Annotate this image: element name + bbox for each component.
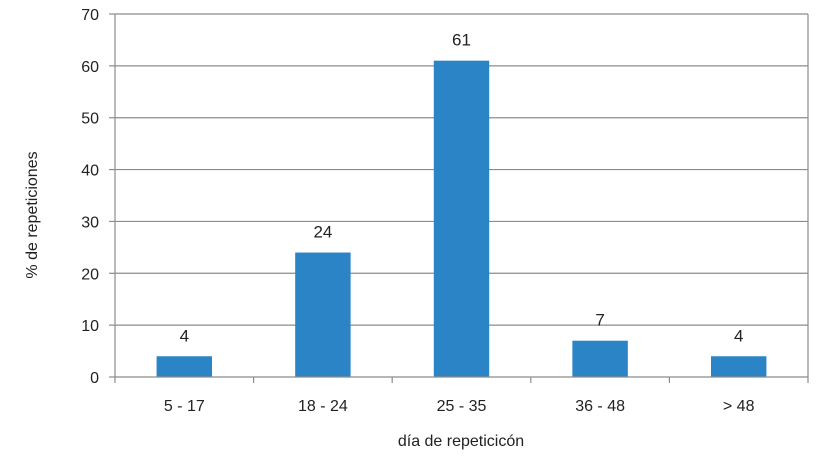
data-label-4: 7 xyxy=(595,311,604,330)
x-category-label-2: 18 - 24 xyxy=(298,398,348,415)
y-tick-label: 40 xyxy=(81,163,99,180)
y-tick-label: 10 xyxy=(81,318,99,335)
axes xyxy=(109,13,809,383)
x-category-label-5: > 48 xyxy=(723,398,755,415)
bar-4 xyxy=(572,340,628,377)
y-tick-label: 60 xyxy=(81,59,99,76)
bar-1 xyxy=(156,356,213,377)
bar-3 xyxy=(433,60,490,378)
x-category-label-3: 25 - 35 xyxy=(437,398,487,415)
y-tick-label: 50 xyxy=(81,111,99,128)
x-axis-title: día de repeticicón xyxy=(398,433,524,450)
y-tick-label: 20 xyxy=(81,266,99,283)
data-label-5: 4 xyxy=(734,326,743,345)
bar-2 xyxy=(295,252,351,377)
data-label-3: 61 xyxy=(452,31,471,50)
data-label-1: 4 xyxy=(180,326,189,345)
y-tick-label: 30 xyxy=(81,214,99,231)
x-category-label-1: 5 - 17 xyxy=(164,398,205,415)
y-axis-title: % de repeticiones xyxy=(24,151,41,278)
y-tick-label: 0 xyxy=(90,370,99,387)
bars xyxy=(156,60,767,378)
x-category-label-4: 36 - 48 xyxy=(575,398,625,415)
data-label-2: 24 xyxy=(313,223,332,242)
labels: 0 10 20 30 40 50 60 70 4 5 - 17 24 18 - 24 61 25 - 35… xyxy=(81,7,754,415)
bar-5 xyxy=(710,356,767,377)
y-tick-label: 70 xyxy=(81,7,99,24)
